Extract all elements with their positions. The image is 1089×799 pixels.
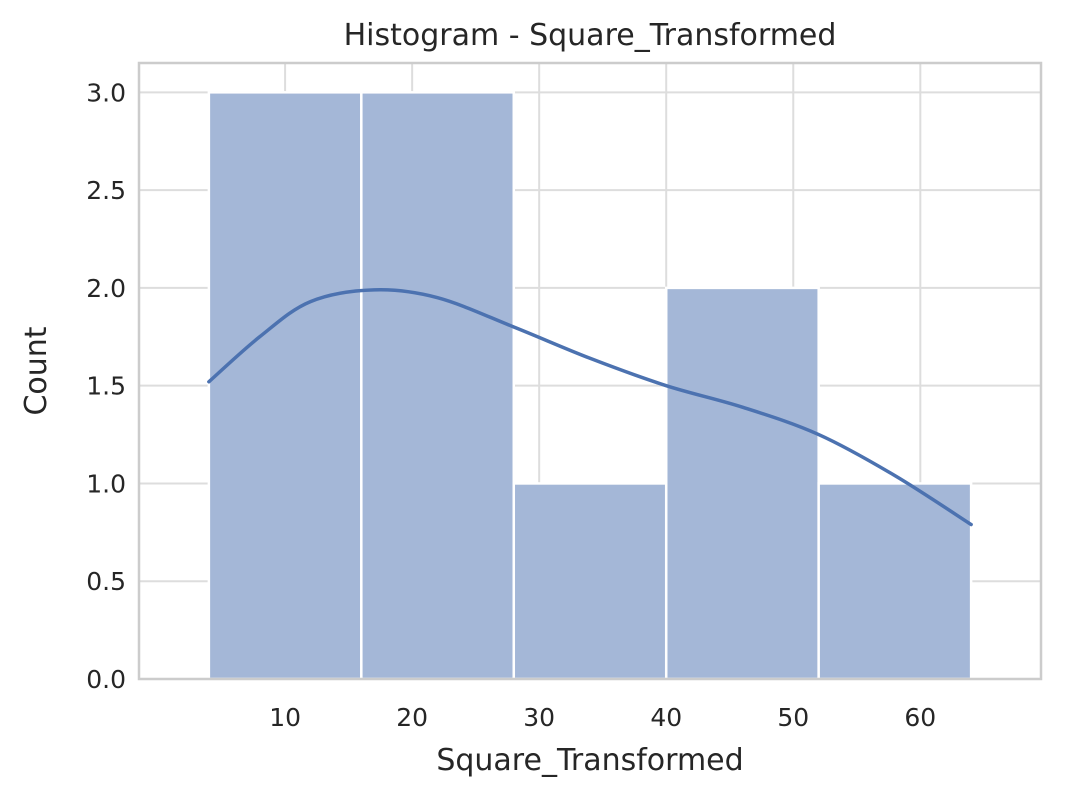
y-tick-label: 1.5	[86, 372, 126, 401]
x-tick-label: 60	[904, 703, 936, 732]
kde-line	[207, 287, 973, 527]
plot-frame	[137, 61, 1043, 681]
x-tick-label: 20	[396, 703, 428, 732]
y-tick-label: 0.5	[86, 567, 126, 596]
kde-curve-layer	[207, 287, 973, 527]
histogram-bar	[817, 482, 973, 681]
histogram-bars	[207, 91, 973, 681]
y-tick-label: 0.0	[86, 665, 126, 694]
chart-title: Histogram - Square_Transformed	[344, 18, 837, 53]
x-tick-label: 40	[650, 703, 682, 732]
x-tick-label: 50	[777, 703, 809, 732]
y-tick-label: 3.0	[86, 78, 126, 107]
x-tick-label: 30	[523, 703, 555, 732]
histogram-bar	[664, 286, 820, 681]
histogram-bar	[207, 91, 363, 681]
x-tick-labels: 10 20 30 40 50 60	[269, 703, 936, 732]
y-tick-labels: 0.0 0.5 1.0 1.5 2.0 2.5 3.0	[86, 78, 126, 694]
y-axis-label: Count	[19, 326, 54, 415]
histogram-bar	[512, 482, 668, 681]
y-tick-label: 2.0	[86, 274, 126, 303]
y-tick-label: 1.0	[86, 469, 126, 498]
y-tick-label: 2.5	[86, 176, 126, 205]
histogram-bar	[360, 91, 516, 681]
x-tick-label: 10	[269, 703, 301, 732]
x-axis-label: Square_Transformed	[436, 743, 743, 778]
